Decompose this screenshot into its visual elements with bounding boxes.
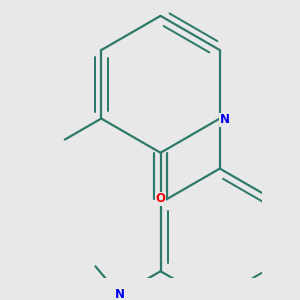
Text: N: N [220, 113, 230, 126]
Text: N: N [115, 288, 124, 300]
Text: O: O [155, 192, 166, 205]
